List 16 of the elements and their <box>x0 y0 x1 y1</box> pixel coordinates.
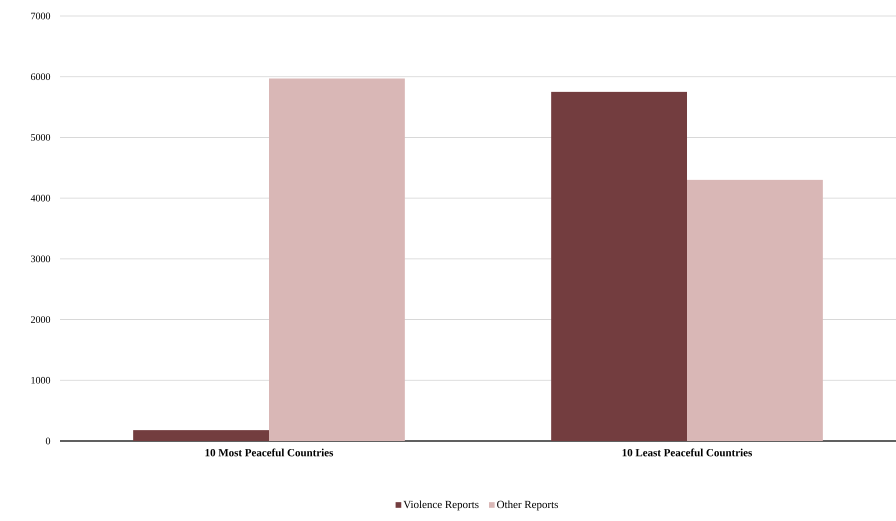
y-tick-label: 5000 <box>31 134 50 141</box>
x-tick-label: 10 Least Peaceful Countries <box>622 448 752 456</box>
y-tick-label: 3000 <box>31 256 50 262</box>
y-tick-label: 1000 <box>31 376 50 384</box>
y-tick-label: 2000 <box>30 316 50 323</box>
x-tick-label: 10 Most Peaceful Countries <box>206 448 334 456</box>
bar <box>269 78 405 441</box>
legend-label: Other Reports <box>497 500 558 510</box>
y-tick-label: 7000 <box>31 12 50 20</box>
bar <box>687 180 823 441</box>
y-tick-label: 4000 <box>30 194 50 202</box>
y-tick-label: 6000 <box>30 73 50 80</box>
bar <box>551 92 688 441</box>
y-tick-label: 0 <box>46 438 50 444</box>
legend-label: Violence Reports <box>403 500 479 510</box>
bar <box>133 430 270 441</box>
